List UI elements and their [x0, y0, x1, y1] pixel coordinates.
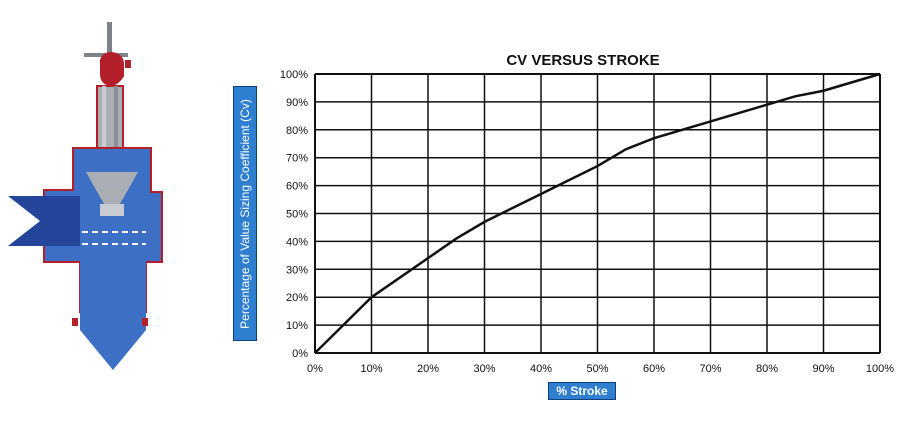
x-tick-label: 70%: [699, 363, 721, 375]
x-tick-label: 0%: [307, 363, 323, 375]
y-tick-label: 100%: [280, 69, 308, 81]
y-tick-label: 10%: [286, 320, 308, 332]
y-axis-ticks: 0% 10% 20% 30% 40% 50% 60% 70% 80% 90% 100%: [280, 69, 308, 360]
x-tick-label: 30%: [473, 363, 495, 375]
y-tick-label: 80%: [286, 125, 308, 137]
y-tick-label: 30%: [286, 264, 308, 276]
grid: [314, 73, 881, 354]
y-tick-label: 60%: [286, 181, 308, 193]
x-tick-label: 100%: [866, 363, 894, 375]
x-tick-label: 80%: [756, 363, 778, 375]
y-tick-label: 0%: [292, 348, 308, 360]
x-tick-label: 50%: [586, 363, 608, 375]
x-axis-ticks: 0% 10% 20% 30% 40% 50% 60% 70% 80% 90% 100%: [307, 363, 894, 375]
x-axis-label: % Stroke: [548, 382, 616, 400]
valve-cross-section-icon: [8, 22, 163, 370]
x-tick-label: 20%: [417, 363, 439, 375]
y-tick-label: 90%: [286, 97, 308, 109]
y-tick-label: 40%: [286, 236, 308, 248]
y-tick-label: 70%: [286, 153, 308, 165]
x-tick-label: 90%: [812, 363, 834, 375]
y-axis-label-box: Percentage of Value Sizing Coefficient (…: [233, 86, 257, 341]
x-tick-label: 40%: [530, 363, 552, 375]
series-line: [314, 72, 881, 354]
y-tick-label: 20%: [286, 292, 308, 304]
chart-title: CV VERSUS STROKE: [506, 52, 659, 69]
cv-vs-stroke-chart: CV VERSUS STROKE 0% 10% 20% 30% 40% 50% 60% 70%…: [280, 52, 894, 375]
y-tick-label: 50%: [286, 209, 308, 221]
x-tick-label: 60%: [643, 363, 665, 375]
y-axis-label: Percentage of Value Sizing Coefficient (…: [238, 98, 252, 329]
x-tick-label: 10%: [360, 363, 382, 375]
